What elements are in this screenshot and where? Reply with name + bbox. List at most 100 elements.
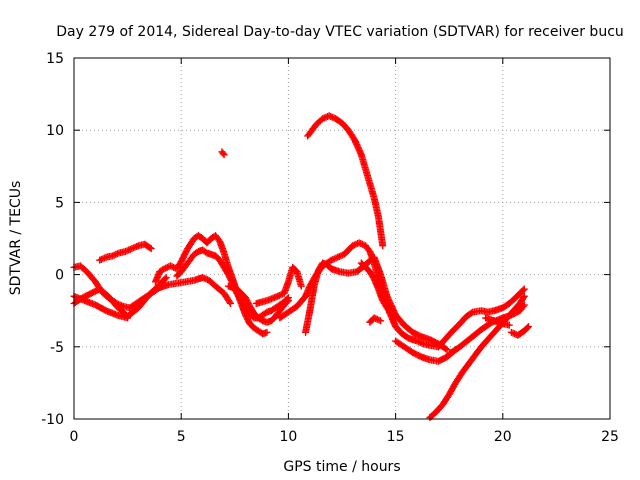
- data-point: [166, 262, 174, 270]
- series-arc-19: [482, 314, 513, 329]
- axis-ticks: 0 5 10 15 20 25 -10 -5 0 5 10 15: [41, 51, 619, 445]
- data-point: [357, 240, 365, 248]
- x-tick-label: 20: [494, 429, 512, 445]
- data-point: [319, 115, 327, 123]
- data-point: [413, 337, 421, 345]
- data-point: [375, 316, 383, 324]
- series-arc-16: [426, 292, 528, 422]
- plot-frame: [73, 57, 611, 420]
- data-point: [327, 112, 335, 120]
- data-point: [509, 329, 517, 337]
- y-tick-label: 10: [46, 123, 64, 139]
- data-point: [523, 324, 531, 332]
- chart-title: Day 279 of 2014, Sidereal Day-to-day VTE…: [56, 24, 624, 40]
- data-point: [329, 255, 337, 263]
- data-point: [128, 245, 136, 253]
- data-point: [392, 314, 400, 322]
- data-point: [416, 338, 424, 346]
- data-point: [110, 251, 118, 259]
- data-point: [199, 273, 207, 281]
- data-point: [124, 314, 132, 322]
- data-point: [335, 253, 343, 261]
- data-point: [519, 294, 527, 302]
- data-point: [415, 338, 423, 346]
- data-point: [352, 240, 360, 248]
- data-point: [113, 250, 121, 258]
- series-arc-8: [224, 282, 292, 326]
- data-point: [519, 286, 527, 294]
- x-tick-label: 10: [279, 429, 297, 445]
- data-point: [101, 254, 109, 262]
- data-point: [370, 314, 378, 322]
- data-point: [112, 250, 120, 258]
- data-point: [160, 265, 168, 273]
- x-tick-label: 0: [70, 429, 79, 445]
- data-point: [442, 345, 450, 353]
- series-arc-9: [252, 263, 305, 307]
- data-point: [377, 317, 385, 325]
- series-arc-12: [304, 112, 387, 250]
- data-point: [277, 291, 285, 299]
- data-point: [97, 255, 105, 263]
- y-axis-label: SDTVAR / TECUs: [8, 181, 24, 296]
- y-tick-label: 5: [55, 195, 64, 211]
- data-point: [325, 112, 333, 120]
- data-point: [327, 256, 335, 264]
- data-point: [162, 264, 170, 272]
- data-point: [418, 339, 426, 347]
- data-point: [121, 247, 129, 255]
- data-point: [283, 298, 291, 306]
- y-tick-label: -10: [41, 412, 64, 428]
- data-point: [227, 299, 235, 307]
- data-point: [373, 315, 381, 323]
- data-point: [505, 321, 513, 329]
- data-point: [519, 302, 527, 310]
- data-point: [275, 292, 283, 300]
- data-point: [131, 243, 139, 251]
- data-point: [284, 297, 292, 305]
- data-point: [349, 242, 357, 250]
- y-tick-label: 15: [46, 51, 64, 67]
- data-point: [334, 253, 342, 261]
- series-arc-17: [434, 285, 528, 351]
- series-arc-13: [357, 259, 400, 322]
- x-tick-label: 25: [601, 429, 619, 445]
- data-series: [70, 112, 533, 422]
- data-point: [350, 241, 358, 249]
- y-tick-label: 0: [55, 268, 64, 284]
- data-point: [297, 282, 305, 290]
- x-axis-label: GPS time / hours: [283, 459, 400, 475]
- data-point: [263, 328, 271, 336]
- data-point: [163, 263, 171, 271]
- data-point: [200, 274, 208, 282]
- data-point: [202, 275, 210, 283]
- data-point: [525, 323, 533, 331]
- data-point: [320, 114, 328, 122]
- data-point: [372, 315, 380, 323]
- data-point: [330, 255, 338, 263]
- data-point: [328, 113, 336, 121]
- data-point: [520, 301, 528, 309]
- x-tick-label: 5: [177, 429, 186, 445]
- data-point: [99, 255, 107, 263]
- data-point: [123, 247, 131, 255]
- data-point: [125, 246, 133, 254]
- data-point: [161, 275, 169, 283]
- data-point: [126, 245, 134, 253]
- series-arc-7: [218, 148, 228, 159]
- data-point: [109, 252, 117, 260]
- data-point: [146, 244, 154, 252]
- series-arc-11: [302, 253, 451, 354]
- data-point: [226, 298, 234, 306]
- data-point: [379, 242, 387, 250]
- y-tick-label: -5: [50, 340, 64, 356]
- data-point: [337, 252, 345, 260]
- data-point: [332, 254, 340, 262]
- data-point: [162, 273, 170, 281]
- data-point: [96, 256, 104, 264]
- data-point: [520, 292, 528, 300]
- data-point: [220, 151, 228, 159]
- x-tick-label: 15: [387, 429, 405, 445]
- data-point: [129, 244, 137, 252]
